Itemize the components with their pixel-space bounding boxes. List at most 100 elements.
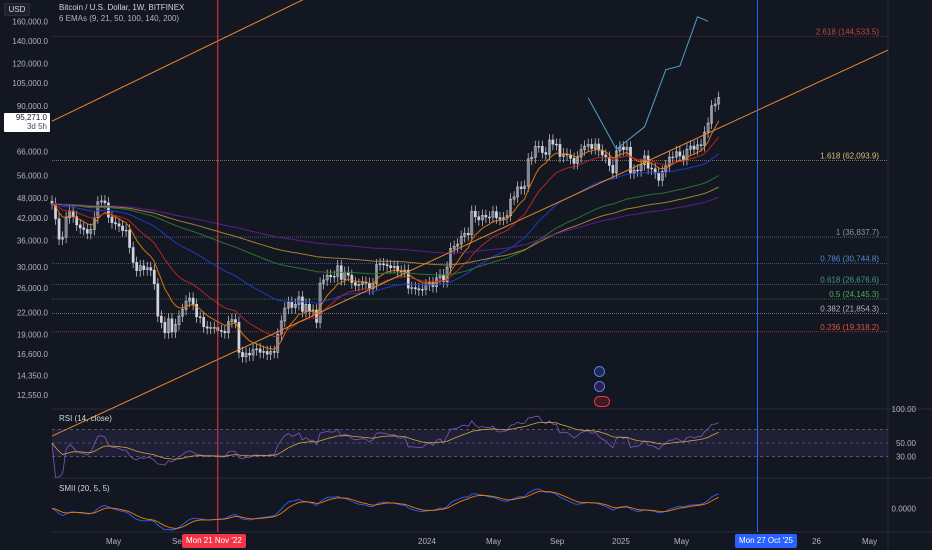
candle [114, 222, 117, 225]
candle [336, 265, 340, 277]
candle [706, 122, 710, 133]
candle [466, 232, 470, 236]
candle [456, 243, 460, 247]
candle [198, 316, 202, 318]
price-axis-label: 16,600.0 [17, 350, 49, 359]
candle [212, 327, 216, 329]
chart-title: Bitcoin / U.S. Dollar, 1W, BITFINEX [59, 3, 185, 12]
last-price-countdown: 3d 5h [26, 122, 47, 131]
candle [315, 309, 318, 323]
candle [421, 289, 424, 291]
fib-level-label: 1 (36,837.7) [836, 228, 879, 237]
crosshair-date-blue: Mon 27 Oct '25 [735, 534, 797, 548]
candle [689, 145, 692, 150]
candle [477, 216, 481, 221]
time-label: May [486, 537, 502, 546]
candle [145, 267, 149, 270]
ema-200-line [51, 196, 719, 254]
candle [579, 149, 583, 158]
time-label: May [862, 537, 878, 546]
candle [625, 146, 629, 150]
us-flag-event-icon[interactable] [594, 396, 610, 407]
candle [117, 223, 121, 227]
rsi-ma-line [51, 421, 719, 460]
candle [159, 315, 163, 323]
candle [703, 131, 706, 146]
candle [368, 282, 371, 290]
candle [75, 216, 79, 226]
candle [717, 97, 721, 105]
candle [713, 103, 717, 107]
candle [329, 274, 333, 278]
rsi-label[interactable]: RSI (14, close) [59, 414, 112, 423]
candle [128, 229, 131, 248]
price-axis-label: 120,000.0 [12, 60, 48, 69]
candle [583, 145, 586, 150]
candle [622, 146, 625, 150]
candle [142, 265, 146, 270]
candle [473, 210, 477, 218]
trendline-lower [51, 49, 889, 437]
price-axis-label: 22,000.0 [17, 309, 49, 318]
candle [491, 211, 495, 218]
price-axis-label: 140,000.0 [12, 37, 48, 46]
price-axis-label: 30,000.0 [17, 263, 49, 272]
candle [488, 216, 491, 219]
time-label: May [106, 537, 122, 546]
candle [590, 144, 594, 149]
time-label: Sep [172, 537, 187, 546]
candle [650, 167, 654, 170]
candle [248, 352, 251, 356]
candle [322, 279, 325, 284]
candle [251, 349, 255, 356]
candle [167, 318, 170, 334]
smii-axis-label: 0.0000 [892, 505, 917, 514]
candle [276, 333, 280, 353]
candle [597, 143, 601, 151]
candle [96, 201, 100, 219]
candle [639, 164, 643, 171]
candle [406, 269, 410, 289]
flash-event-icon[interactable] [594, 366, 605, 377]
candle [399, 270, 403, 273]
candle [152, 269, 156, 285]
price-axis-label: 14,350.0 [17, 371, 49, 380]
candle [516, 186, 519, 198]
candle [107, 202, 110, 218]
candle [417, 288, 421, 291]
candle [484, 215, 488, 218]
candle [710, 105, 713, 124]
candle [297, 296, 301, 305]
candle [350, 274, 354, 283]
candle [149, 267, 153, 271]
candle [170, 318, 174, 333]
rsi-axis-label: 50.00 [896, 439, 917, 448]
time-label: Sep [550, 537, 565, 546]
ema-indicator-label[interactable]: 6 EMAs (9, 21, 50, 100, 140, 200) [59, 14, 180, 23]
candle [205, 326, 209, 329]
smii-label[interactable]: SMII (20, 5, 5) [59, 484, 110, 493]
candle [181, 309, 184, 317]
fib-level-label: 2.618 (144,533.5) [816, 27, 879, 36]
candle [551, 139, 555, 145]
candle [629, 146, 632, 174]
crosshair-date-red: Mon 21 Nov '22 [182, 534, 246, 548]
candle [131, 247, 135, 263]
candle [163, 322, 167, 334]
candle [459, 236, 463, 245]
candle [615, 150, 618, 174]
candle [188, 297, 191, 302]
candle [156, 283, 160, 317]
candle [255, 348, 258, 351]
candle [607, 156, 611, 166]
candle [526, 158, 530, 187]
currency-badge[interactable]: USD [4, 3, 30, 16]
candle [509, 198, 512, 216]
lightning-event-icon[interactable] [594, 381, 605, 392]
candle [685, 148, 689, 160]
fib-level-label: 0.618 (26,676.6) [820, 275, 879, 284]
candle [660, 171, 664, 181]
candle [85, 229, 89, 234]
